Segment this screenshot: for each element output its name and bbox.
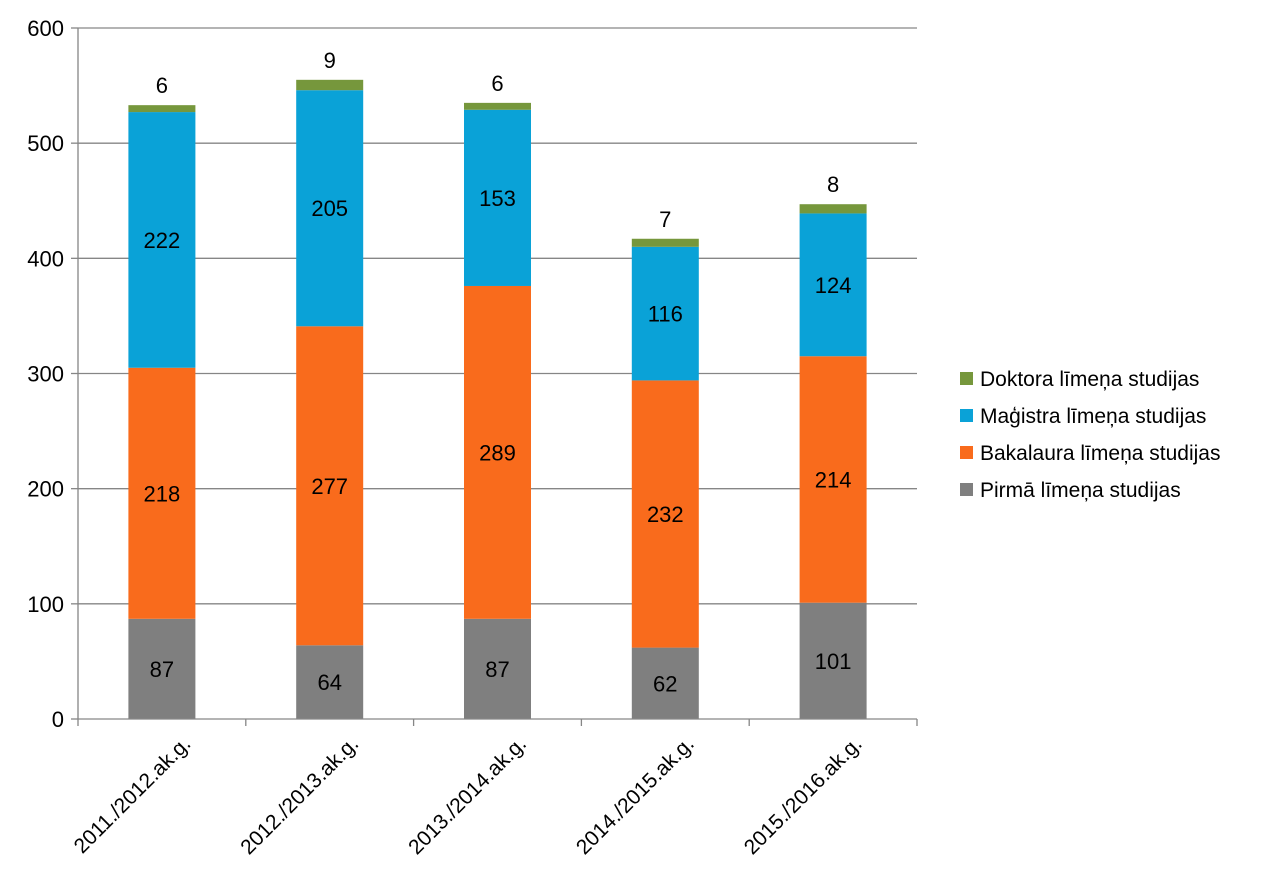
legend-swatch xyxy=(960,446,973,459)
legend-label: Doktora līmeņa studijas xyxy=(980,368,1199,391)
bar-segment xyxy=(128,367,196,619)
bar-segment xyxy=(464,109,531,286)
legend-label: Pirmā līmeņa studijas xyxy=(980,479,1181,502)
data-labels: 87 218 222 6 64 277 205 9 87 289 153 6 62 232 116 7 101 2… xyxy=(144,48,852,696)
bar-segment xyxy=(464,102,531,110)
data-label: 64 xyxy=(317,670,341,695)
bar-segment xyxy=(631,238,699,247)
data-label: 289 xyxy=(479,440,516,465)
y-tick-label: 500 xyxy=(27,131,64,156)
data-label: 101 xyxy=(815,649,852,674)
x-category-label: 2011./2012.ak.g. xyxy=(70,732,196,858)
bar-segment xyxy=(631,380,699,648)
bar-segment xyxy=(799,356,867,603)
data-label: 9 xyxy=(324,48,336,73)
legend-swatch xyxy=(960,409,973,422)
bar-segment xyxy=(128,105,196,113)
bars xyxy=(128,79,867,719)
legend-label: Maģistra līmeņa studijas xyxy=(980,405,1206,428)
y-tick-label: 100 xyxy=(27,592,64,617)
data-label: 232 xyxy=(647,502,684,527)
bar-segment xyxy=(464,285,531,619)
bar-segment xyxy=(296,79,364,91)
data-label: 218 xyxy=(144,481,181,506)
data-label: 116 xyxy=(648,302,683,327)
legend-swatch xyxy=(960,483,973,496)
bar-segment xyxy=(296,326,364,646)
data-label: 222 xyxy=(144,228,181,253)
data-label: 87 xyxy=(485,657,509,682)
data-label: 62 xyxy=(653,671,677,696)
data-label: 7 xyxy=(659,207,671,232)
data-label: 277 xyxy=(311,474,348,499)
data-label: 6 xyxy=(156,73,168,98)
legend-swatch xyxy=(960,372,973,385)
data-label: 87 xyxy=(150,657,174,682)
x-category-label: 2014./2015.ak.g. xyxy=(572,732,699,859)
data-label: 6 xyxy=(491,71,503,96)
bar-segment xyxy=(296,645,364,719)
bar-segment xyxy=(631,246,699,381)
bar-segment xyxy=(464,618,531,719)
data-label: 8 xyxy=(827,172,839,197)
y-tick-label: 600 xyxy=(27,16,64,41)
bar-segment xyxy=(799,213,867,357)
y-tick-label: 300 xyxy=(27,362,64,387)
bar-segment xyxy=(296,90,364,327)
y-tick-label: 400 xyxy=(27,246,64,271)
bar-segment xyxy=(799,602,867,719)
data-label: 153 xyxy=(479,186,516,211)
data-label: 205 xyxy=(311,196,348,221)
x-category-label: 2015./2016.ak.g. xyxy=(740,732,867,859)
x-category-label: 2012./2013.ak.g. xyxy=(236,732,363,859)
data-label: 214 xyxy=(815,467,852,492)
y-tick-label: 0 xyxy=(52,707,64,732)
bar-segment xyxy=(128,112,196,368)
legend: Doktora līmeņa studijas Maģistra līmeņa s… xyxy=(960,368,1220,502)
y-tick-label: 200 xyxy=(27,477,64,502)
data-label: 124 xyxy=(815,273,852,298)
x-category-label: 2013./2014.ak.g. xyxy=(404,732,531,859)
bar-segment xyxy=(799,204,867,214)
bar-segment xyxy=(631,647,699,719)
bar-segment xyxy=(128,618,196,719)
legend-label: Bakalaura līmeņa studijas xyxy=(980,442,1220,465)
